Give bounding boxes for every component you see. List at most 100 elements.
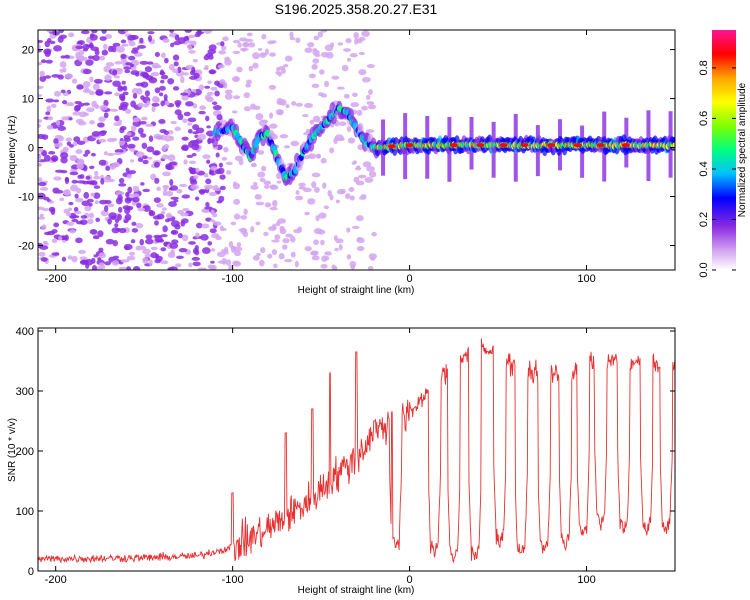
spectrogram-cell bbox=[318, 212, 327, 219]
spectrogram-cell bbox=[317, 31, 324, 38]
spectrogram-cell bbox=[43, 154, 51, 162]
spectrogram-cell bbox=[210, 219, 216, 223]
spectrogram-cell bbox=[126, 266, 132, 270]
spectrogram-cell bbox=[212, 101, 218, 105]
spectrogram-cell bbox=[125, 108, 132, 114]
colorbar-tick-label: 0.8 bbox=[698, 60, 710, 75]
spectrogram-cell bbox=[210, 209, 215, 215]
spectrogram-cell bbox=[257, 150, 265, 155]
spectrogram-cell bbox=[181, 234, 189, 242]
spectrogram-cell bbox=[172, 86, 180, 91]
spectrogram-cell bbox=[181, 218, 189, 224]
spectrogram-cell bbox=[135, 151, 145, 158]
spectrogram-cell bbox=[116, 213, 122, 221]
spectrogram-cell bbox=[38, 181, 47, 187]
spectrogram-cell bbox=[107, 218, 112, 225]
spectrogram-cell bbox=[278, 65, 286, 71]
spectrogram-cell bbox=[250, 103, 256, 110]
spectrogram-cell bbox=[365, 129, 375, 133]
spectrogram-cell bbox=[269, 206, 278, 211]
spectrogram-cell bbox=[183, 111, 191, 117]
spectrogram-cell bbox=[69, 229, 76, 234]
spectrogram-cell bbox=[125, 62, 133, 66]
spectrogram-cell bbox=[104, 205, 109, 212]
spectrogram-cell bbox=[142, 248, 151, 255]
spectrogram-cell bbox=[124, 213, 132, 221]
spectrogram-cell bbox=[269, 123, 278, 129]
spectrogram-cell bbox=[246, 79, 252, 85]
spectrogram-cell bbox=[43, 242, 49, 246]
spectrogram-cell bbox=[181, 136, 189, 141]
spectrogram-cell bbox=[346, 227, 351, 233]
spectrogram-cell bbox=[216, 251, 226, 258]
spectrogram-cell bbox=[210, 260, 215, 264]
spectrogram-cell bbox=[187, 44, 193, 51]
spectrogram-cell bbox=[273, 263, 278, 269]
spectrogram-cell bbox=[177, 37, 186, 44]
colorbar-ticks: 0.0 0.2 0.4 0.6 0.8 bbox=[698, 60, 736, 278]
spectrogram-cell bbox=[82, 43, 90, 50]
spectrogram-cell bbox=[309, 119, 315, 125]
spectrogram-cell bbox=[367, 104, 377, 110]
spectrogram-cell bbox=[112, 42, 121, 47]
spectrogram-cell bbox=[132, 196, 140, 203]
spectrogram-cell bbox=[199, 105, 207, 111]
spectrogram-cell bbox=[276, 180, 282, 184]
spectrogram-cell bbox=[198, 189, 206, 195]
spectrogram-cell bbox=[327, 189, 332, 197]
spectrogram-cell bbox=[156, 203, 164, 208]
spectrogram-cell bbox=[212, 187, 222, 191]
snr-y-tick-label: 400 bbox=[16, 326, 34, 338]
spectrogram-cell bbox=[179, 183, 188, 188]
spectrogram-cell bbox=[192, 103, 198, 109]
spectrogram-cell bbox=[46, 38, 52, 43]
spectrogram-cell bbox=[210, 166, 218, 171]
spectrogram-cell bbox=[169, 242, 179, 249]
spectrogram-cell bbox=[73, 136, 81, 143]
spectrogram-cell bbox=[84, 149, 91, 155]
spectrogram-y-tick-label: 20 bbox=[22, 45, 34, 57]
spectrogram-cell bbox=[100, 130, 108, 134]
spectrogram-cell bbox=[314, 186, 320, 193]
spectrogram-cell bbox=[123, 243, 133, 250]
spectrogram-cell bbox=[135, 245, 143, 251]
spectrogram-cell bbox=[206, 130, 215, 137]
spectrogram-cell bbox=[51, 157, 57, 161]
spectrogram-cell bbox=[99, 55, 106, 61]
spectrogram-cell bbox=[259, 177, 266, 182]
snr-x-axis-label: Height of straight line (km) bbox=[298, 585, 415, 596]
spectrogram-cell bbox=[314, 53, 321, 57]
spectrogram-cell bbox=[343, 48, 352, 52]
spectrogram-peak bbox=[499, 143, 508, 148]
spectrogram-cell bbox=[104, 33, 113, 40]
spectrogram-cell bbox=[271, 249, 278, 255]
spectrogram-cell bbox=[114, 152, 123, 156]
spectrogram-cell bbox=[311, 83, 320, 89]
spectrogram-cell bbox=[79, 256, 88, 261]
spectrogram-cell bbox=[177, 232, 183, 239]
spectrogram-cell bbox=[282, 238, 290, 244]
spectrogram-cell bbox=[205, 178, 212, 185]
spectrogram-cell bbox=[354, 37, 359, 45]
spectrogram-cell bbox=[228, 264, 234, 270]
spectrogram-cell bbox=[338, 244, 343, 251]
spectrogram-cell bbox=[176, 188, 183, 194]
spectrogram-cell bbox=[132, 136, 140, 141]
spectrogram-cell bbox=[187, 117, 197, 123]
spectrogram-cell bbox=[160, 79, 165, 84]
spectrogram-peak bbox=[596, 143, 605, 148]
spectrogram-cell bbox=[202, 154, 211, 159]
spectrogram-cell bbox=[76, 220, 84, 225]
spectrogram-cell bbox=[290, 235, 296, 243]
spectrogram-cell bbox=[139, 60, 149, 65]
spectrogram-cell bbox=[279, 134, 289, 139]
spectrogram-cell bbox=[132, 120, 142, 127]
colorbar-strip bbox=[712, 30, 736, 270]
spectrogram-cell bbox=[109, 108, 119, 112]
spectrogram-cell bbox=[122, 85, 128, 92]
spectrogram-cell bbox=[128, 55, 136, 61]
spectrogram-cell bbox=[38, 206, 45, 211]
spectrogram-cell bbox=[53, 176, 62, 181]
spectrogram-cell bbox=[320, 30, 328, 33]
spectrogram-cell bbox=[106, 152, 115, 156]
